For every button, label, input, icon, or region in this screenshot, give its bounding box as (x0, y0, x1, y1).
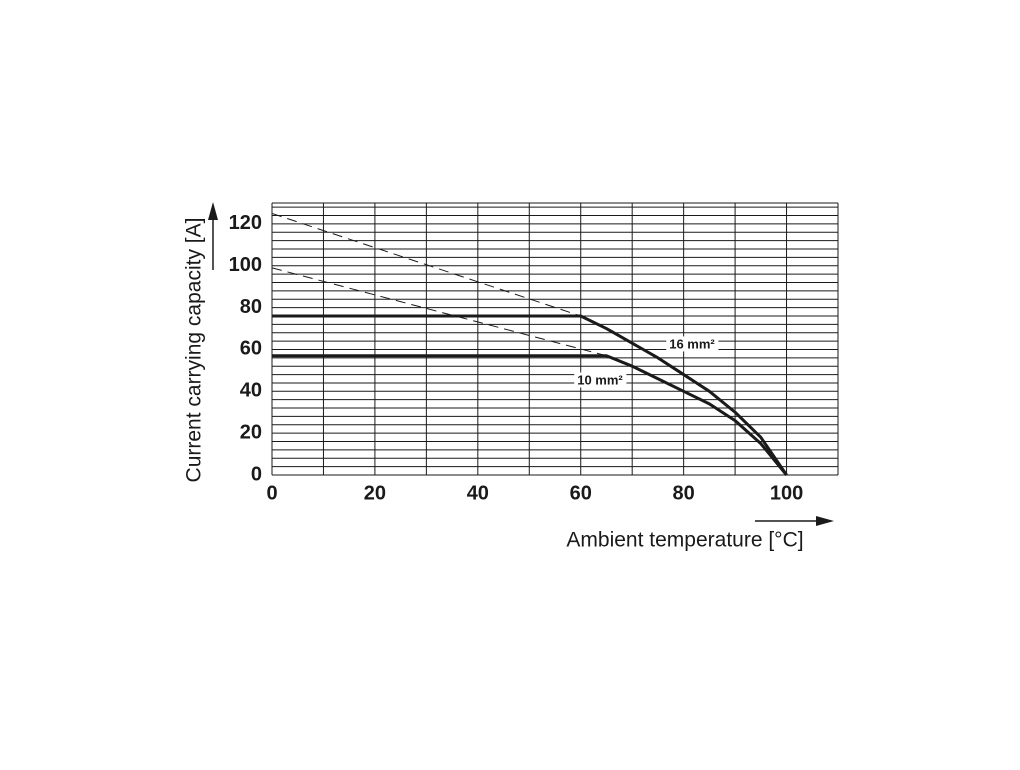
y-tick-label: 100 (229, 254, 262, 276)
y-tick-label: 0 (251, 463, 262, 485)
series-label: 16 mm² (669, 336, 715, 351)
y-tick-label: 40 (240, 380, 262, 402)
x-tick-label: 100 (770, 482, 803, 504)
x-tick-label: 20 (364, 482, 386, 504)
y-arrowhead (208, 202, 218, 220)
label-background (666, 336, 719, 352)
x-tick-label: 0 (266, 482, 277, 504)
x-tick-label: 80 (673, 482, 695, 504)
series-label: 10 mm² (577, 372, 623, 387)
extrapolation-line (271, 212, 581, 317)
y-axis-label: Current carrying capacity [A] (183, 218, 206, 483)
x-tick-label: 60 (570, 482, 592, 504)
series-line (272, 354, 788, 476)
y-tick-label: 80 (240, 296, 262, 318)
y-tick-label: 120 (229, 212, 262, 234)
series-line (272, 314, 788, 476)
x-arrowhead (816, 516, 834, 526)
x-tick-label: 40 (467, 482, 489, 504)
label-background (574, 372, 627, 388)
x-axis-label: Ambient temperature [°C] (566, 529, 803, 552)
y-tick-label: 60 (240, 338, 262, 360)
y-tick-label: 20 (240, 421, 262, 443)
extrapolation-line (271, 267, 607, 357)
